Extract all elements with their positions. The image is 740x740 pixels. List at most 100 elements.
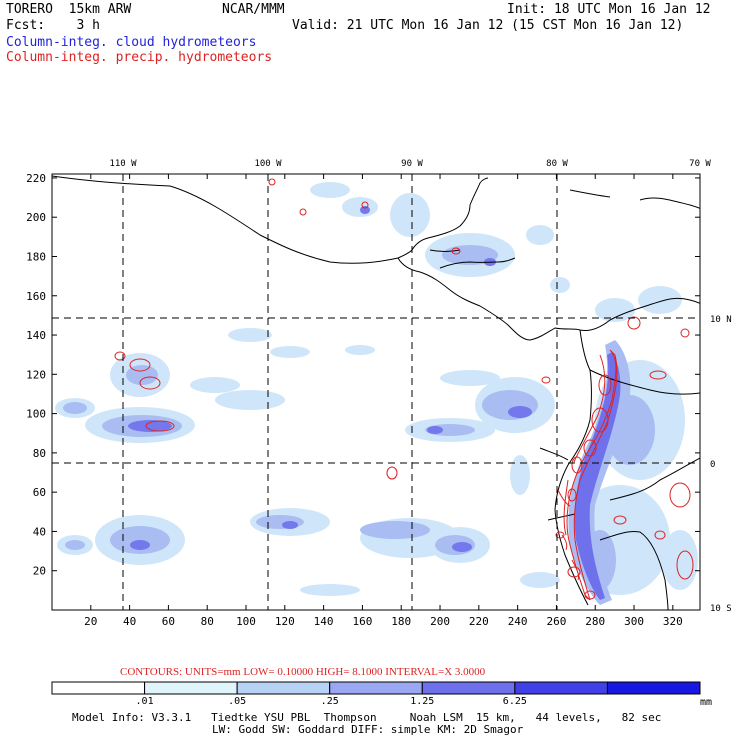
precip-contour — [268, 178, 276, 186]
cloud-area — [300, 584, 360, 596]
coastlines — [52, 175, 700, 610]
precip-contour — [613, 515, 627, 525]
model-label: TORERO 15km ARW — [6, 2, 132, 17]
cloud-area — [390, 193, 430, 237]
precip-contour — [139, 376, 161, 390]
precip-contour — [669, 482, 691, 508]
precip-contour — [598, 374, 612, 396]
cloud-area — [520, 572, 560, 588]
colorbar-label: .05 — [228, 696, 246, 707]
cloud-area-dark — [128, 420, 172, 432]
y-tick-label: 140 — [26, 329, 46, 342]
colorbar-swatch — [144, 681, 238, 695]
lon-label: 100 W — [254, 159, 282, 169]
x-tick-label: 140 — [314, 615, 334, 628]
andes-precip-outline — [566, 349, 618, 601]
colorbar — [51, 681, 701, 695]
x-tick-label: 260 — [546, 615, 566, 628]
y-tick-label: 80 — [33, 447, 46, 460]
precip-contour — [584, 590, 596, 600]
caribbean-island-coast — [639, 197, 700, 209]
cloud-area-mid — [63, 402, 87, 414]
y-tick-label: 60 — [33, 486, 46, 499]
colorbar-label: 6.25 — [503, 696, 527, 707]
x-tick-label: 40 — [123, 615, 136, 628]
colorbar-label: .25 — [321, 696, 339, 707]
colorbar-labels: .01 .05 .25 1.25 6.25 — [136, 696, 527, 707]
cloud-area-mid — [442, 245, 498, 265]
model-info-line2: LW: Godd SW: Goddard DIFF: simple KM: 2D… — [212, 723, 524, 736]
lat-label: 10 S — [710, 604, 732, 614]
x-tick-label: 60 — [162, 615, 175, 628]
precip-contour — [386, 466, 398, 480]
field-precip-label: Column-integ. precip. hydrometeors — [6, 50, 273, 65]
y-tick-label: 120 — [26, 368, 46, 381]
x-tick-label: 20 — [84, 615, 97, 628]
y-tick-label: 40 — [33, 525, 46, 538]
cloud-area — [526, 225, 554, 245]
axis-ticks — [52, 174, 700, 610]
cloud-area — [345, 345, 375, 355]
precip-contour — [571, 456, 583, 474]
cloud-area — [342, 197, 378, 217]
precip-contour — [583, 439, 597, 457]
cloud-area-mid — [65, 540, 85, 550]
x-tick-label: 240 — [508, 615, 528, 628]
cloud-area — [190, 377, 240, 393]
cloud-shading — [55, 182, 698, 605]
init-time: Init: 18 UTC Mon 16 Jan 12 — [507, 2, 711, 17]
colombia-border — [589, 369, 700, 395]
x-tick-labels: 20 40 60 80 100 120 140 160 180 200 220 240 260 280 30… — [84, 615, 683, 628]
precip-contour — [676, 550, 694, 580]
lat-label: 10 N — [710, 315, 732, 325]
central-america-coast — [397, 257, 700, 341]
x-tick-label: 300 — [624, 615, 644, 628]
lon-label: 110 W — [109, 159, 137, 169]
y-tick-label: 180 — [26, 250, 46, 263]
cuba-coast — [569, 189, 611, 198]
y-tick-label: 100 — [26, 408, 46, 421]
cloud-area-dark — [452, 542, 472, 552]
precip-contour — [627, 316, 641, 330]
colorbar-swatch — [51, 681, 146, 695]
cloud-area — [270, 346, 310, 358]
x-tick-label: 120 — [275, 615, 295, 628]
precip-contour — [567, 566, 581, 578]
y-tick-label: 200 — [26, 211, 46, 224]
precip-contour — [555, 531, 565, 539]
cloud-area — [638, 286, 682, 314]
gulf-coast — [429, 249, 516, 269]
cloud-area — [440, 370, 500, 386]
precip-contour — [654, 530, 666, 540]
colorbar-swatch — [329, 681, 423, 695]
lon-label: 70 W — [689, 159, 711, 169]
cloud-area — [228, 328, 272, 342]
cloud-area — [310, 182, 350, 198]
x-tick-label: 100 — [236, 615, 256, 628]
x-tick-label: 320 — [663, 615, 683, 628]
x-tick-label: 220 — [469, 615, 489, 628]
precip-contour — [680, 328, 690, 338]
precip-contour — [591, 407, 609, 433]
x-tick-label: 80 — [201, 615, 214, 628]
y-tick-label: 220 — [26, 172, 46, 185]
lon-labels: 110 W 100 W 90 W 80 W 70 W — [109, 159, 711, 169]
precip-contour — [129, 358, 151, 372]
colorbar-unit: mm — [700, 697, 712, 708]
x-tick-label: 160 — [352, 615, 372, 628]
colorbar-swatch — [606, 681, 701, 695]
cloud-area — [662, 530, 698, 590]
valid-time: Valid: 21 UTC Mon 16 Jan 12 (15 CST Mon … — [292, 18, 684, 33]
x-tick-label: 280 — [585, 615, 605, 628]
cloud-area — [550, 277, 570, 293]
precip-contour — [567, 488, 577, 502]
colorbar-swatch — [421, 681, 516, 695]
cloud-area-mid — [360, 521, 430, 539]
precip-contour — [361, 201, 369, 209]
precip-contour — [145, 420, 175, 432]
colorbar-label: 1.25 — [410, 696, 434, 707]
field-cloud-label: Column-integ. cloud hydrometeors — [6, 35, 257, 50]
precip-contour — [114, 351, 126, 361]
lat-labels: 10 N 0 10 S — [710, 315, 732, 614]
cloud-area-dark — [282, 521, 298, 529]
